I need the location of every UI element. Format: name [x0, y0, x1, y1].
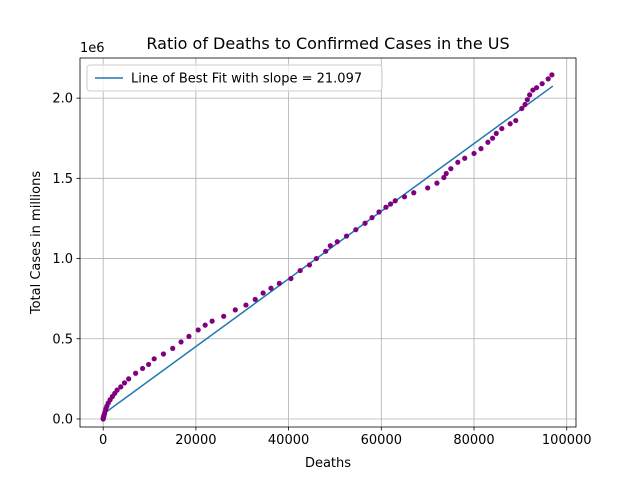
scatter-point: [146, 361, 152, 368]
y-tick-label: 0.5: [52, 332, 73, 347]
scatter-point: [455, 159, 461, 165]
scatter-point: [441, 174, 447, 181]
y-axis-ticks: 0.0 0.5 1.0 1.5 2.0: [52, 92, 80, 427]
scatter-point: [353, 227, 359, 233]
scatter-point: [448, 166, 454, 172]
scatter-point: [306, 262, 313, 268]
scatter-point: [126, 376, 132, 382]
scatter-point: [139, 365, 146, 372]
x-tick-label: 40000: [268, 433, 309, 448]
scatter-point: [387, 201, 394, 207]
scatter-point: [268, 285, 274, 291]
scatter-point: [383, 204, 389, 210]
x-axis-label: Deaths: [305, 456, 351, 471]
plot-frame: [79, 57, 577, 428]
scatter-point: [530, 87, 536, 93]
grid-lines: [80, 58, 576, 427]
x-tick-label: 80000: [453, 433, 494, 448]
scatter-point: [539, 81, 545, 87]
scatter-point: [545, 76, 551, 82]
legend-box: [86, 64, 383, 92]
scatter-point: [489, 135, 496, 141]
x-tick-label: 20000: [175, 433, 216, 448]
scatter-point: [252, 296, 258, 303]
legend: Line of Best Fit with slope = 21.097: [86, 64, 383, 92]
scatter-point: [507, 121, 513, 127]
scatter-point: [519, 105, 525, 112]
y-axis-label: Total Cases in millions: [29, 171, 44, 316]
scatter-point: [369, 215, 375, 221]
series-group: [100, 72, 555, 422]
scatter-point: [425, 185, 431, 191]
x-tick-label: 100000: [542, 433, 592, 448]
scatter-point: [288, 275, 294, 282]
scatter-point: [133, 370, 139, 376]
scatter-point: [327, 243, 333, 249]
x-tick-label: 0: [99, 433, 107, 448]
scatter-point: [434, 180, 440, 186]
y-tick-label: 1.0: [52, 252, 73, 267]
scatter-point: [392, 198, 398, 204]
scatter-point: [443, 170, 449, 177]
scatter-point: [522, 101, 528, 108]
scatter-point: [260, 290, 266, 296]
scatter-point: [524, 97, 530, 103]
scatter-point: [186, 333, 192, 339]
scatter-point: [118, 384, 124, 390]
chart-title: Ratio of Deaths to Confirmed Cases in th…: [146, 34, 509, 53]
scatter-point: [160, 351, 167, 357]
scatter-point: [485, 139, 491, 145]
scatter-point: [221, 313, 227, 319]
y-tick-label: 2.0: [52, 92, 73, 107]
scatter-point: [513, 117, 519, 124]
scatter-point: [549, 72, 555, 78]
scatter-point: [362, 220, 368, 226]
plot-background: [80, 58, 576, 427]
scatter-point: [533, 85, 540, 91]
scatter-point: [343, 233, 350, 239]
scatter-point: [313, 255, 320, 262]
scatter-point: [243, 302, 249, 308]
scatter-point: [178, 339, 184, 345]
x-tick-label: 60000: [361, 433, 402, 448]
scatter-point: [114, 387, 120, 393]
y-tick-label: 0.0: [52, 412, 73, 427]
scatter-point: [411, 190, 417, 196]
scatter-point: [493, 130, 499, 137]
scatter-point: [499, 125, 505, 132]
scatter-point: [151, 356, 157, 362]
scatter-point: [527, 92, 533, 98]
scatter-point: [376, 209, 382, 215]
scatter-point: [276, 280, 282, 287]
y-tick-label: 1.5: [52, 172, 73, 187]
scatter-point: [334, 239, 340, 245]
scatter-point: [297, 267, 303, 274]
x-axis-ticks: 0 20000 40000 60000 80000 100000: [99, 427, 592, 448]
scatter-point: [195, 327, 201, 333]
scatter-point: [462, 155, 468, 161]
scatter-point: [323, 248, 329, 254]
scatter-point: [471, 150, 477, 157]
scatter-point: [121, 380, 128, 386]
legend-label: Line of Best Fit with slope = 21.097: [131, 72, 362, 87]
scatter-point: [478, 146, 484, 152]
scatter-point: [401, 194, 408, 200]
scatter-point: [202, 322, 208, 328]
scatter-point: [170, 345, 176, 351]
scatter-point: [232, 307, 238, 313]
scatter-point: [209, 318, 215, 324]
y-axis-offset-text: 1e6: [80, 41, 105, 56]
best-fit-line: [102, 85, 554, 415]
